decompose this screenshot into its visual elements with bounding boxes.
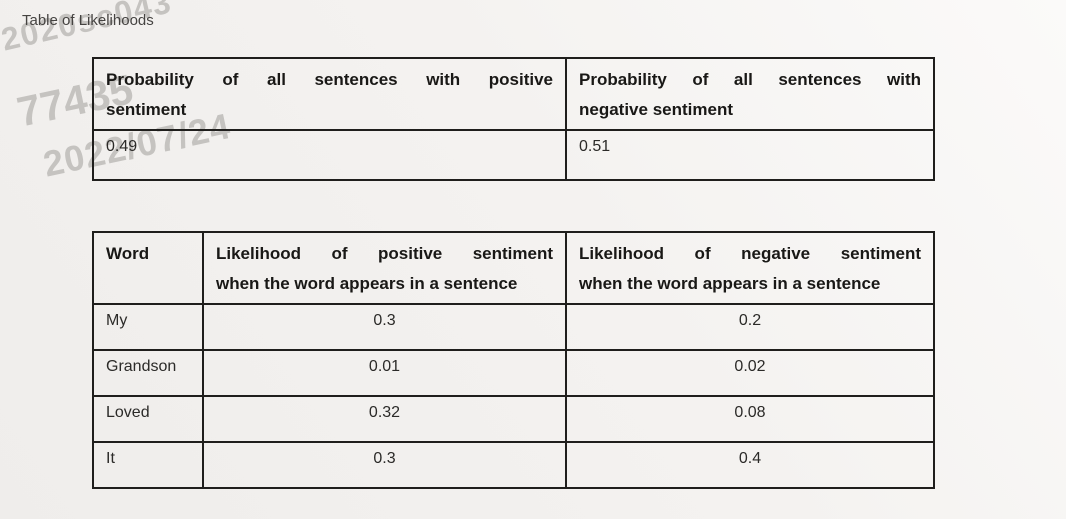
header-text-line1: Probability of all sentences with — [579, 70, 921, 89]
word-header-cell: Word — [92, 231, 204, 305]
header-text-line2: when the word appears in a sentence — [579, 274, 881, 293]
positive-probability-header-cell: Probability of all sentences with positi… — [92, 57, 567, 131]
probability-table-header-row: Probability of all sentences with positi… — [92, 57, 935, 131]
negative-likelihood-cell: 0.02 — [565, 349, 935, 397]
probability-table: Probability of all sentences with positi… — [92, 57, 935, 181]
header-text-line2: sentiment — [106, 100, 187, 119]
positive-likelihood-cell: 0.32 — [202, 395, 567, 443]
table-row: Grandson 0.01 0.02 — [92, 349, 935, 397]
negative-likelihood-header-cell: Likelihood of negative sentiment when th… — [565, 231, 935, 305]
positive-likelihood-cell: 0.01 — [202, 349, 567, 397]
positive-likelihood-cell: 0.3 — [202, 303, 567, 351]
table-row: It 0.3 0.4 — [92, 441, 935, 489]
likelihood-table: Word Likelihood of positive sentiment wh… — [92, 231, 935, 489]
word-cell: My — [92, 303, 204, 351]
header-text-line1: Likelihood of negative sentiment — [579, 244, 921, 263]
negative-likelihood-cell: 0.4 — [565, 441, 935, 489]
header-text: Word — [106, 244, 150, 263]
watermark-id-line-1: 2020sc043 — [0, 0, 176, 58]
positive-likelihood-header-cell: Likelihood of positive sentiment when th… — [202, 231, 567, 305]
header-text-line2: when the word appears in a sentence — [216, 274, 518, 293]
word-cell: Loved — [92, 395, 204, 443]
negative-likelihood-cell: 0.2 — [565, 303, 935, 351]
header-text-line1: Likelihood of positive sentiment — [216, 244, 553, 263]
negative-probability-value-cell: 0.51 — [565, 129, 935, 181]
probability-table-value-row: 0.49 0.51 — [92, 129, 935, 181]
table-row: My 0.3 0.2 — [92, 303, 935, 351]
word-cell: Grandson — [92, 349, 204, 397]
page-title: Table of Likelihoods — [22, 12, 154, 29]
negative-probability-header-cell: Probability of all sentences with negati… — [565, 57, 935, 131]
table-row: Loved 0.32 0.08 — [92, 395, 935, 443]
header-text-line1: Probability of all sentences with positi… — [106, 70, 553, 89]
positive-probability-value-cell: 0.49 — [92, 129, 567, 181]
header-text-line2: negative sentiment — [579, 100, 733, 119]
positive-likelihood-cell: 0.3 — [202, 441, 567, 489]
likelihood-table-header-row: Word Likelihood of positive sentiment wh… — [92, 231, 935, 305]
word-cell: It — [92, 441, 204, 489]
negative-likelihood-cell: 0.08 — [565, 395, 935, 443]
